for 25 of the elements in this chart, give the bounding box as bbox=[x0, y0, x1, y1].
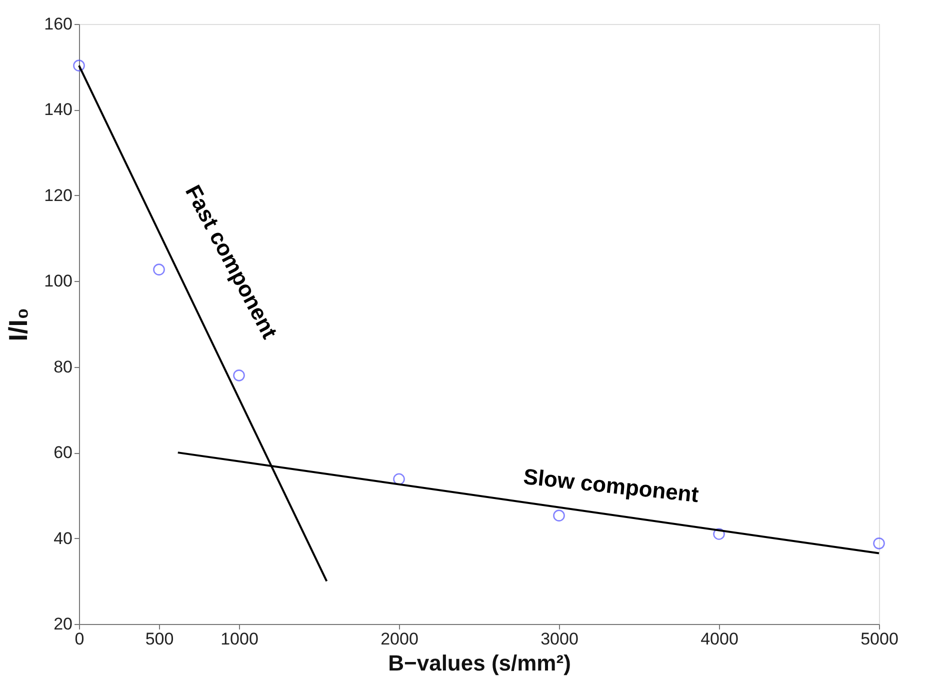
x-tick-label: 0 bbox=[74, 630, 84, 648]
y-tick-label: 120 bbox=[44, 186, 72, 205]
point bbox=[233, 370, 245, 382]
y-tick-label: 60 bbox=[54, 443, 72, 462]
x-tick-label: 4000 bbox=[700, 630, 738, 648]
y-tick-label: 160 bbox=[44, 14, 72, 34]
point bbox=[713, 528, 725, 540]
y-tick-label: 100 bbox=[44, 272, 72, 291]
annotation: Slow component bbox=[522, 464, 701, 508]
x-tick-label: 5000 bbox=[860, 630, 898, 648]
x-tick-label: 2000 bbox=[380, 630, 418, 648]
point bbox=[553, 510, 565, 522]
y-tick-label: 80 bbox=[54, 357, 72, 376]
y-tick-label: 20 bbox=[54, 614, 72, 634]
x-tick-label: 500 bbox=[145, 630, 174, 648]
y-tick-label: 40 bbox=[54, 528, 72, 548]
y-axis-title: I/I₀ bbox=[3, 308, 34, 342]
x-tick-label: 1000 bbox=[220, 630, 258, 648]
point bbox=[153, 264, 165, 276]
point bbox=[73, 60, 85, 72]
point bbox=[873, 538, 885, 550]
point bbox=[393, 473, 405, 486]
x-axis-title: B−values (s/mm²) bbox=[388, 650, 571, 676]
x-tick-label: 3000 bbox=[540, 630, 578, 648]
y-tick-label: 140 bbox=[44, 100, 72, 120]
